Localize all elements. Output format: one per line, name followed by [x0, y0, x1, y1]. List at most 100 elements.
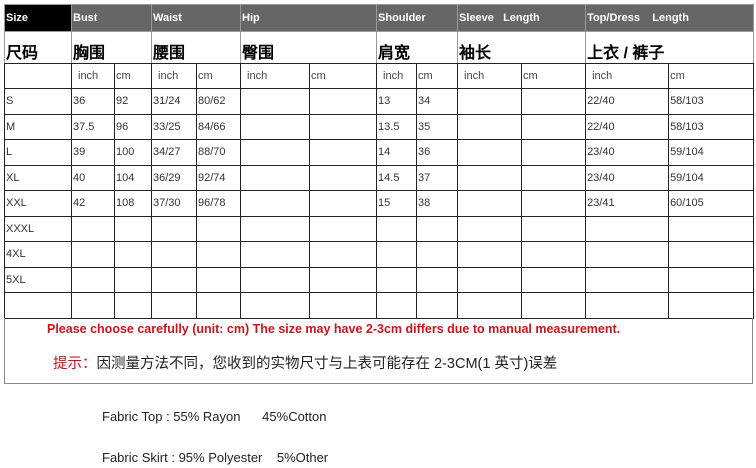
- size-label-cell: 4XL: [4, 241, 72, 268]
- measurement-cell: [196, 266, 242, 293]
- measurement-cell: [457, 215, 523, 242]
- measurement-cell: [309, 292, 378, 319]
- measurement-cell: [521, 266, 587, 293]
- measurement-cell: 34: [416, 88, 459, 115]
- table-row: 4XL: [4, 241, 755, 268]
- table-row: XXL 42 108 37/30 96/78 15 38 23/41 60/105: [4, 190, 755, 217]
- unit-cm: cm: [416, 63, 459, 89]
- measurement-cell: [240, 266, 311, 293]
- header-shoulder: Shoulder: [376, 4, 459, 32]
- cn-waist: 腰围: [151, 31, 242, 64]
- measurement-cell: [240, 190, 311, 217]
- measurement-cell: [71, 241, 115, 268]
- measurement-cell: 15: [376, 190, 418, 217]
- tip-label: 提示：: [53, 356, 97, 372]
- measurement-cell: [151, 266, 198, 293]
- measurement-cell: 58/103: [668, 113, 755, 140]
- measurement-cell: 22/40: [585, 113, 670, 140]
- measurement-cell: [521, 215, 587, 242]
- measurement-cell: [240, 88, 311, 115]
- measurement-cell: 36: [416, 139, 459, 166]
- measurement-cell: 14.5: [376, 164, 418, 191]
- measurement-cell: [521, 292, 587, 319]
- measurement-cell: 59/104: [668, 139, 755, 166]
- unit-inch: inch: [585, 63, 670, 89]
- table-row: L 39 100 34/27 88/70 14 36 23/40 59/104: [4, 139, 755, 166]
- measurement-cell: [309, 190, 378, 217]
- unit-cm: cm: [521, 63, 587, 89]
- measurement-cell: 96/78: [196, 190, 242, 217]
- measurement-cell: [457, 113, 523, 140]
- measurement-cell: 92: [113, 88, 153, 115]
- measurement-cell: [196, 215, 242, 242]
- measurement-cell: [585, 215, 670, 242]
- measurement-cell: [457, 190, 523, 217]
- measurement-cell: [240, 113, 311, 140]
- measurement-cell: 22/40: [585, 88, 670, 115]
- measurement-cell: [240, 241, 311, 268]
- measurement-cell: 84/66: [196, 113, 242, 140]
- measurement-cell: 38: [416, 190, 459, 217]
- measurement-cell: [457, 241, 523, 268]
- measurement-cell: [457, 164, 523, 191]
- measurement-cell: 42: [71, 190, 115, 217]
- unit-inch: inch: [151, 63, 198, 89]
- table-row: M 37.5 96 33/25 84/66 13.5 35 22/40 58/103: [4, 113, 755, 140]
- measurement-cell: [309, 241, 378, 268]
- measurement-cell: [113, 292, 153, 319]
- unit-inch: inch: [457, 63, 523, 89]
- fabric-top: Fabric Top : 55% Rayon 45%Cotton: [102, 409, 327, 424]
- measurement-cell: [309, 139, 378, 166]
- header-hip: Hip: [240, 4, 378, 32]
- measurement-cell: [457, 139, 523, 166]
- measurement-cell: [240, 215, 311, 242]
- measurement-cell: [376, 292, 418, 319]
- measurement-cell: [585, 241, 670, 268]
- measurement-cell: 96: [113, 113, 153, 140]
- measurement-cell: [71, 292, 115, 319]
- size-chart-table: Size Bust Waist Hip Shoulder Sleeve Leng…: [4, 4, 755, 319]
- measurement-cell: [240, 164, 311, 191]
- measurement-cell: 23/41: [585, 190, 670, 217]
- note-english: Please choose carefully (unit: cm) The s…: [47, 322, 621, 336]
- measurement-cell: 36/29: [151, 164, 198, 191]
- header-bust: Bust: [70, 4, 153, 32]
- measurement-cell: [113, 215, 153, 242]
- table-row: XL 40 104 36/29 92/74 14.5 37 23/40 59/104: [4, 164, 755, 191]
- measurement-cell: [376, 266, 418, 293]
- tip-text: 因测量方法不同，您收到的实物尺寸与上表可能存在 2-3CM(1 英寸)误差: [96, 356, 558, 372]
- measurement-cell: 35: [416, 113, 459, 140]
- header-size: Size: [4, 4, 72, 32]
- measurement-cell: [240, 292, 311, 319]
- measurement-cell: 13: [376, 88, 418, 115]
- measurement-cell: [416, 241, 459, 268]
- cn-top-dress: 上衣 / 裤子: [585, 31, 755, 64]
- size-label-cell: M: [4, 113, 72, 140]
- measurement-cell: [113, 266, 153, 293]
- measurement-cell: [521, 88, 587, 115]
- cn-bust: 胸围: [70, 31, 153, 64]
- measurement-cell: 13.5: [376, 113, 418, 140]
- measurement-cell: 40: [71, 164, 115, 191]
- header-waist: Waist: [151, 4, 242, 32]
- measurement-cell: [585, 292, 670, 319]
- unit-inch: inch: [376, 63, 418, 89]
- unit-empty: [4, 63, 72, 89]
- header-top-dress-length: Top/Dress Length: [585, 4, 755, 32]
- unit-cm: cm: [113, 63, 153, 89]
- measurement-cell: [309, 113, 378, 140]
- measurement-cell: 37: [416, 164, 459, 191]
- size-label-cell: L: [4, 139, 72, 166]
- measurement-cell: [113, 241, 153, 268]
- cn-size: 尺码: [4, 31, 72, 64]
- unit-inch: inch: [240, 63, 311, 89]
- table-row: XXXL: [4, 215, 755, 242]
- measurement-cell: [457, 266, 523, 293]
- unit-row: inch cm inch cm inch cm inch cm inch cm inch cm: [4, 63, 755, 89]
- measurement-cell: 33/25: [151, 113, 198, 140]
- measurement-cell: [521, 164, 587, 191]
- measurement-cell: [151, 241, 198, 268]
- unit-inch: inch: [71, 63, 115, 89]
- measurement-cell: 23/40: [585, 139, 670, 166]
- measurement-cell: [521, 190, 587, 217]
